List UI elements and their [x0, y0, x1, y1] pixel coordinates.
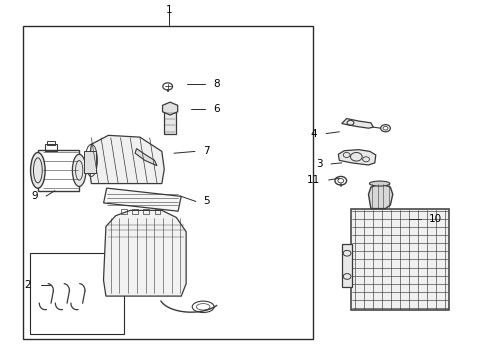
Text: 10: 10	[428, 214, 442, 224]
Bar	[30, 253, 124, 334]
Polygon shape	[103, 210, 186, 296]
Ellipse shape	[72, 154, 86, 186]
Bar	[154, 208, 160, 214]
Bar	[121, 208, 126, 214]
Bar	[38, 150, 79, 191]
Bar	[143, 208, 149, 214]
FancyBboxPatch shape	[103, 188, 181, 211]
Bar	[351, 208, 448, 310]
Bar	[341, 244, 352, 287]
Ellipse shape	[369, 181, 389, 186]
Polygon shape	[162, 102, 177, 115]
Polygon shape	[135, 149, 157, 166]
Text: 11: 11	[306, 175, 319, 185]
Text: 3: 3	[315, 159, 322, 169]
Polygon shape	[341, 118, 372, 128]
Polygon shape	[89, 135, 164, 184]
Text: 7: 7	[203, 147, 209, 157]
Bar	[164, 112, 176, 134]
Polygon shape	[368, 184, 392, 208]
Bar	[45, 144, 57, 151]
Text: 2: 2	[24, 280, 30, 291]
Polygon shape	[338, 150, 375, 165]
Text: 1: 1	[165, 5, 172, 15]
Bar	[132, 208, 138, 214]
Text: 4: 4	[310, 129, 317, 139]
Text: 6: 6	[212, 104, 219, 113]
Ellipse shape	[30, 153, 45, 188]
Text: 9: 9	[31, 191, 38, 201]
Bar	[46, 141, 55, 145]
Bar	[23, 26, 312, 339]
Text: 8: 8	[212, 78, 219, 89]
Text: 5: 5	[203, 197, 209, 206]
Bar	[84, 152, 96, 173]
